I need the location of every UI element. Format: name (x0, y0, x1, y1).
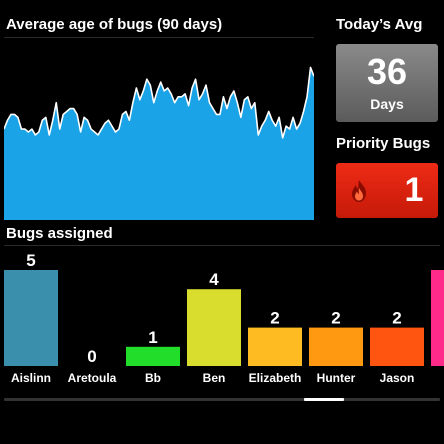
bar-value-label: 0 (87, 347, 96, 366)
today-avg-unit: Days (370, 96, 404, 112)
assigned-panel-divider (4, 245, 440, 246)
bar-category-label: Elizabeth (249, 371, 302, 385)
age-panel-divider (4, 37, 314, 38)
bar-category-label: Aretoula (68, 371, 117, 385)
horizontal-scrollbar[interactable] (4, 398, 440, 401)
bugs-assigned-bar-chart: 5 Aislinn 0 Aretoula 1 Bb 4 Ben 2 Elizabeth 2 Hunte… (4, 251, 444, 385)
priority-bugs-card: 1 (336, 163, 438, 218)
age-panel-title: Average age of bugs (90 days) (6, 16, 223, 33)
bar-bb[interactable] (126, 346, 180, 366)
bar-value-label: 2 (392, 309, 401, 328)
scrollbar-thumb[interactable] (304, 398, 344, 401)
bar-hunter[interactable] (309, 327, 363, 366)
bar-category-label: Aislinn (11, 371, 51, 385)
priority-bugs-title: Priority Bugs (336, 135, 431, 152)
bar-category-label: Bb (145, 371, 161, 385)
today-avg-value: 36 (366, 51, 408, 92)
today-avg-title: Today’s Avg (336, 16, 423, 33)
bar-category-label: Jason (380, 371, 415, 385)
bar-aislinn[interactable] (4, 270, 58, 366)
bar-value-label: 1 (148, 328, 157, 347)
bar-ben[interactable] (187, 289, 241, 366)
bar-value-label: 2 (331, 309, 340, 328)
bar-next[interactable] (431, 270, 444, 366)
bar-value-label: 2 (270, 309, 279, 328)
bar-value-label: 5 (26, 251, 35, 270)
bar-jason[interactable] (370, 327, 424, 366)
bar-value-label: 4 (209, 270, 219, 289)
bar-category-label: Hunter (317, 371, 356, 385)
bar-category-label: Ben (203, 371, 226, 385)
bug-age-area-chart (4, 66, 314, 220)
bar-elizabeth[interactable] (248, 327, 302, 366)
fire-icon (352, 180, 366, 202)
area-series-line (4, 66, 314, 139)
area-series-fill (4, 67, 314, 220)
priority-bugs-value: 1 (404, 171, 424, 209)
today-avg-card: 36 Days (336, 44, 438, 122)
assigned-panel-title: Bugs assigned (6, 225, 113, 242)
